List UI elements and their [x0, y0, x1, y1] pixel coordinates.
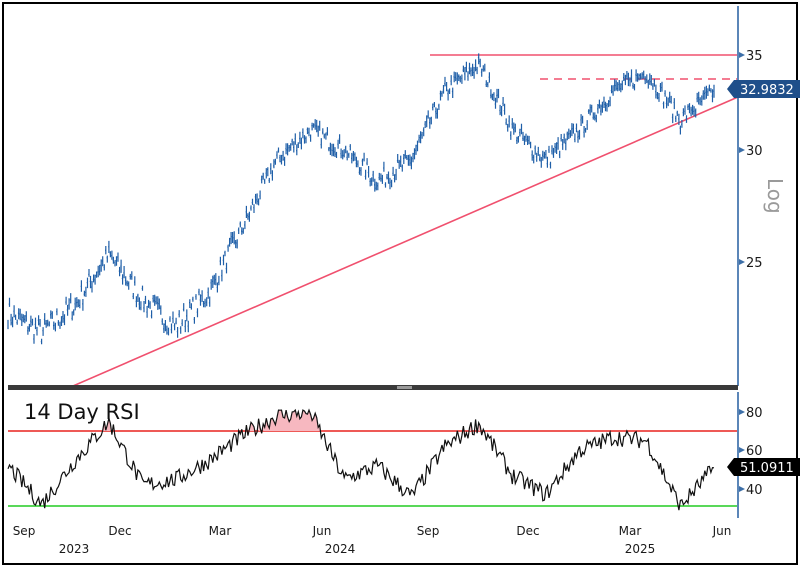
rsi-last-badge: 51.0911	[727, 458, 800, 476]
x-month-label: Dec	[516, 524, 539, 538]
x-axis: Sep Dec Mar Jun Sep Dec Mar Jun 2023 2024 2025	[13, 524, 732, 556]
price-tick-label: 30	[746, 144, 763, 159]
rsi-axis-ticks: 80 60 40	[739, 406, 763, 498]
tick-mark	[739, 147, 745, 153]
rsi-title: 14 Day RSI	[24, 400, 140, 424]
rsi-panel: 14 Day RSI 80 60 40 51.0911	[7, 392, 800, 518]
price-series	[7, 53, 715, 345]
price-tick-label: 35	[746, 49, 763, 64]
x-month-label: Dec	[108, 524, 131, 538]
price-tick-label: 25	[746, 256, 763, 271]
panel-divider[interactable]	[8, 385, 738, 390]
log-scale-label: Log	[763, 178, 787, 214]
rsi-tick-label: 80	[746, 406, 763, 421]
rsi-last-value: 51.0911	[740, 461, 794, 476]
price-panel: 35 30 25 32.9832 Log	[7, 6, 800, 387]
x-month-label: Sep	[13, 524, 36, 538]
price-last-badge: 32.9832	[727, 80, 800, 98]
x-year-label: 2024	[325, 542, 356, 556]
rsi-tick-label: 40	[746, 483, 763, 498]
rising-trendline	[72, 96, 739, 387]
tick-mark	[739, 259, 745, 265]
x-month-label: Mar	[209, 524, 232, 538]
x-year-label: 2023	[59, 542, 90, 556]
tick-mark	[739, 486, 745, 492]
rsi-tick-label: 60	[746, 444, 763, 459]
x-month-label: Jun	[712, 524, 732, 538]
tick-mark	[739, 409, 745, 415]
x-month-label: Mar	[619, 524, 642, 538]
x-month-label: Jun	[312, 524, 332, 538]
price-axis-ticks: 35 30 25	[739, 49, 763, 271]
x-year-label: 2025	[625, 542, 656, 556]
price-last-value: 32.9832	[740, 83, 794, 98]
tick-mark	[739, 52, 745, 58]
rsi-series	[7, 408, 715, 511]
x-month-label: Sep	[417, 524, 440, 538]
tick-mark	[739, 447, 745, 453]
